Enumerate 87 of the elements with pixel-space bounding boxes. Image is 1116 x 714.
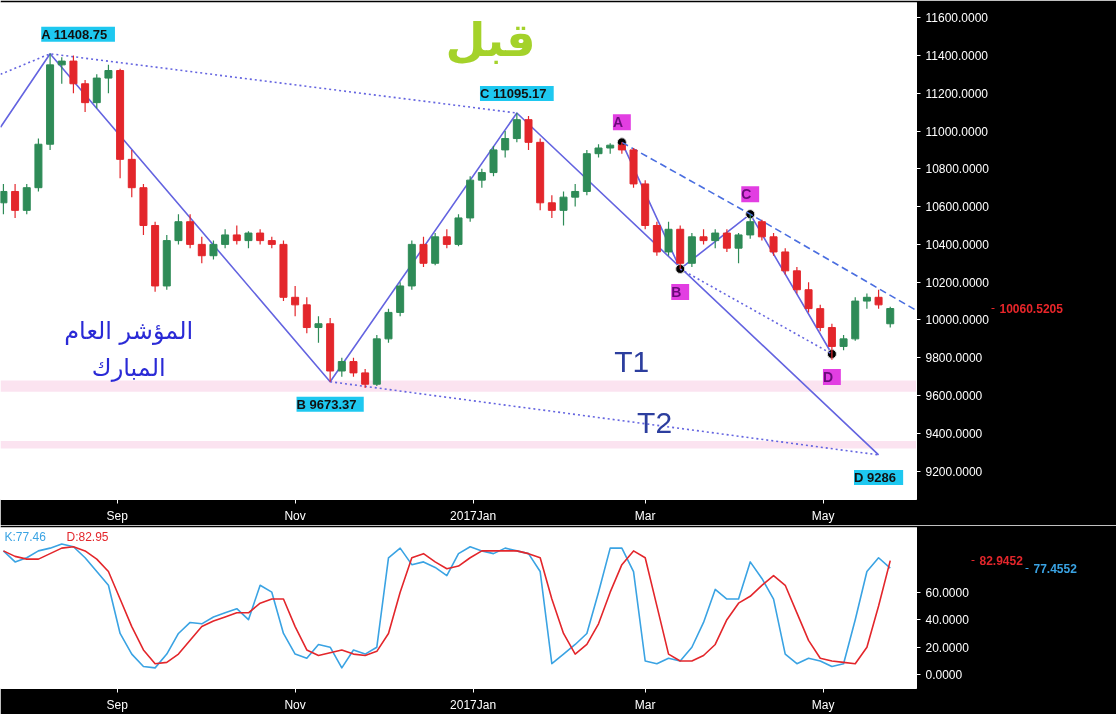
candlestick [524, 115, 533, 151]
candlestick [209, 240, 218, 261]
y-tick-label: 40.0000 [925, 613, 970, 628]
annotation: C 11095.17 [479, 86, 547, 102]
candlestick [104, 64, 113, 94]
candlestick [337, 357, 346, 378]
annotation: قبل [445, 12, 536, 67]
y-tick-label: 10800.0000 [925, 162, 990, 177]
y-tick-label: 9800.0000 [925, 351, 983, 366]
candlestick [349, 357, 358, 378]
y-tick-label: 11200.0000 [925, 86, 989, 101]
y-tick-label: 10600.0000 [925, 200, 990, 215]
annotation: B 9673.37 [296, 396, 357, 412]
candlestick [501, 130, 510, 159]
annotation: A 11408.75 [41, 26, 108, 42]
candlestick [489, 145, 498, 177]
y-tick-label: 11000.0000 [925, 124, 989, 139]
y-tick-label: 10200.0000 [925, 275, 990, 290]
candlestick [769, 232, 778, 257]
candlestick [559, 190, 568, 227]
candlestick [547, 194, 556, 219]
y-tick-label: 9400.0000 [925, 426, 983, 441]
x-tick-label: May [811, 697, 835, 712]
text: 10060.5205 [999, 302, 1064, 317]
candlestick [11, 183, 20, 219]
candlestick [711, 228, 720, 249]
y-tick-label: 60.0000 [925, 585, 970, 600]
x-tick-label: Mar [634, 697, 656, 712]
candlestick [781, 247, 790, 276]
text: 77.4552 [1033, 561, 1078, 576]
series-label: K:77.46 [4, 529, 47, 544]
candlestick [314, 315, 323, 344]
candlestick [757, 219, 766, 242]
band-label: T1 [614, 345, 650, 379]
candlestick [197, 236, 206, 264]
annotation: A [612, 114, 624, 131]
candlestick [291, 285, 300, 317]
candlestick [512, 112, 521, 143]
y-tick-label: 9600.0000 [925, 389, 983, 404]
candlestick [722, 228, 731, 253]
y-tick-label: 10400.0000 [925, 237, 990, 252]
candlestick [442, 228, 451, 249]
candlestick [302, 296, 311, 334]
candlestick [232, 224, 241, 245]
y-tick-label: 10000.0000 [925, 313, 990, 328]
band-label: T2 [637, 405, 673, 439]
candlestick [81, 79, 90, 113]
series-label: D:82.95 [66, 529, 109, 544]
candlestick [734, 232, 743, 264]
y-tick-label: 11400.0000 [925, 48, 989, 63]
x-tick-label: 2017Jan [450, 508, 497, 523]
candlestick [361, 368, 370, 389]
x-tick-label: Sep [106, 697, 129, 712]
x-tick-label: Nov [284, 697, 306, 712]
candlestick [477, 168, 486, 189]
x-tick-label: Nov [284, 508, 306, 523]
candlestick [419, 236, 428, 268]
y-tick-label: 9200.0000 [925, 464, 983, 479]
annotation: D 9286 [854, 469, 896, 485]
y-tick-label: 0.0000 [925, 668, 963, 683]
y-tick-label: 11600.0000 [925, 11, 989, 26]
x-tick-label: May [811, 508, 835, 523]
candlestick [792, 266, 801, 295]
candlestick [22, 183, 31, 215]
candlestick [862, 292, 871, 310]
candlestick [0, 183, 8, 215]
annotation: المؤشر العام [64, 316, 194, 345]
candlestick [174, 213, 183, 245]
candlestick [57, 56, 66, 85]
candlestick [874, 289, 883, 310]
y-tick-label: 20.0000 [925, 640, 970, 655]
candlestick [221, 228, 230, 249]
candlestick [571, 183, 580, 208]
candlestick [69, 54, 78, 94]
candlestick [816, 304, 825, 332]
x-tick-label: Sep [106, 508, 129, 523]
annotation: B [671, 283, 682, 300]
candlestick [186, 213, 195, 249]
text: 82.9452 [979, 554, 1024, 569]
candlestick [886, 306, 895, 329]
annotation: المبارك [91, 353, 166, 382]
annotation: C [741, 186, 752, 203]
candlestick [664, 221, 673, 257]
annotation: D [822, 368, 834, 385]
x-tick-label: Mar [634, 508, 656, 523]
candlestick [804, 281, 813, 314]
x-tick-label: 2017Jan [450, 697, 497, 712]
